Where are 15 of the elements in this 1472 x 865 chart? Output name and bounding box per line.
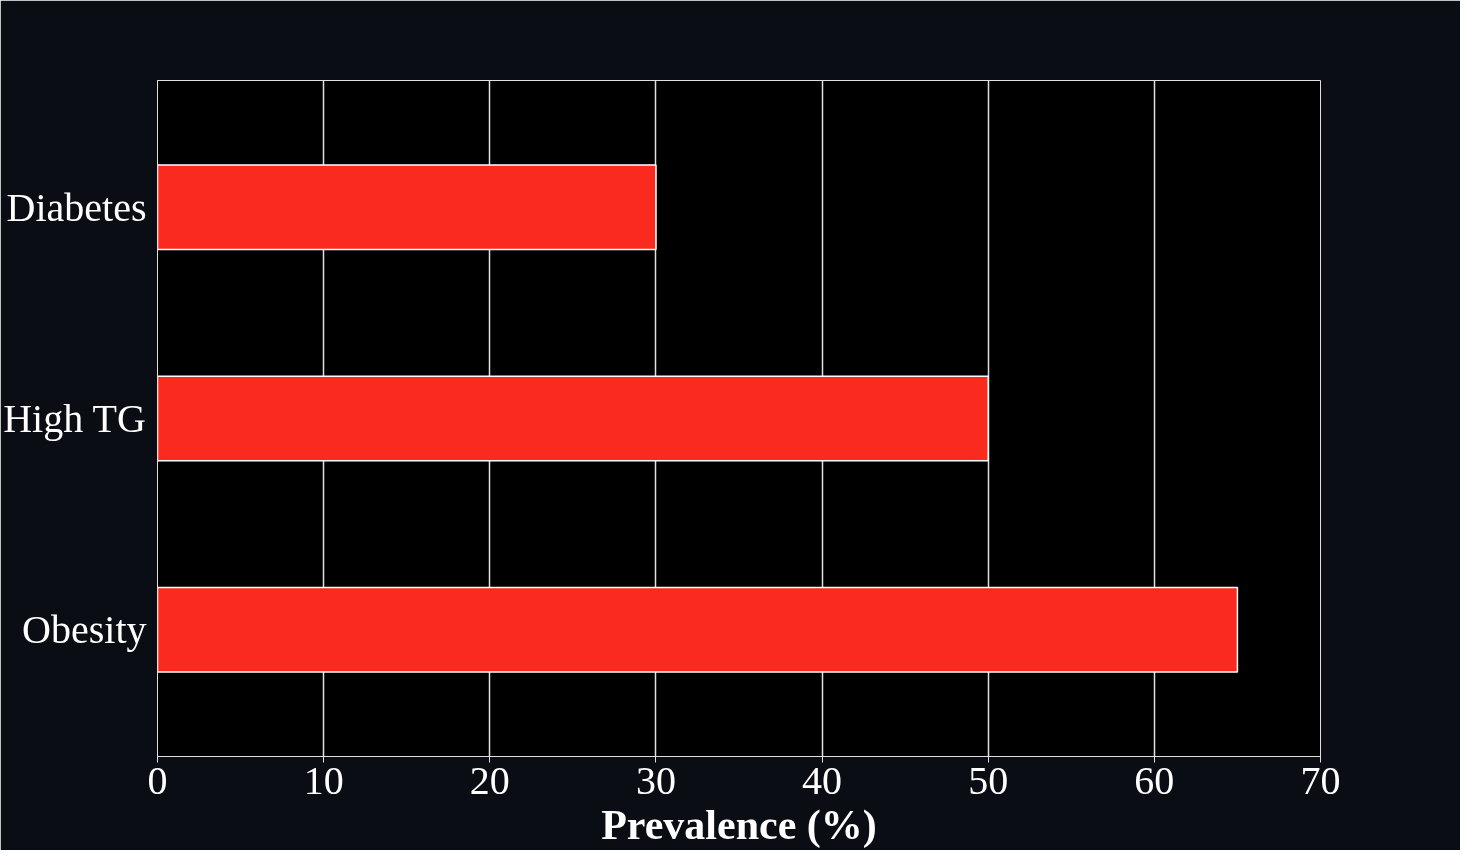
x-tick-label: 40 xyxy=(802,757,843,803)
x-axis-title: Prevalence (%) xyxy=(601,801,877,849)
bar xyxy=(157,586,1239,673)
y-tick-label: Obesity xyxy=(22,607,147,653)
x-tick-label: 60 xyxy=(1134,757,1175,803)
y-tick-label: High TG xyxy=(3,396,146,441)
x-tick-label: 0 xyxy=(147,757,168,803)
x-tick-label: 20 xyxy=(469,757,510,803)
x-tick-label: 50 xyxy=(968,757,1009,803)
y-tick-label: Diabetes xyxy=(6,184,147,230)
x-tick-label: 70 xyxy=(1300,757,1341,803)
x-tick-label: 30 xyxy=(635,757,676,803)
bar xyxy=(157,164,657,251)
x-tick-label: 10 xyxy=(303,757,344,803)
bar xyxy=(157,375,989,462)
